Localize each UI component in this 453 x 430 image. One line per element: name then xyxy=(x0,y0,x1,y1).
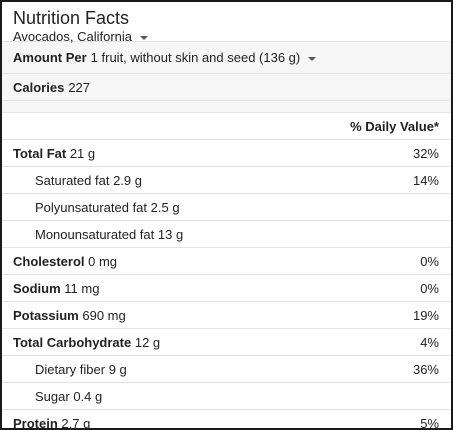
daily-value-percent: 4% xyxy=(420,334,439,350)
nutrient-name-amount: Saturated fat 2.9 g xyxy=(35,173,142,188)
nutrient-row: Total Carbohydrate 12 g 4% xyxy=(2,328,451,355)
nutrient-label: Total Carbohydrate xyxy=(13,334,132,350)
nutrient-row: Sugar 0.4 g xyxy=(2,382,451,409)
nutrient-label: Protein xyxy=(13,415,58,430)
nutrient-row: Total Fat 21 g 32% xyxy=(2,139,451,166)
daily-value-percent: 32% xyxy=(412,145,439,161)
nutrient-name-amount: Sodium 11 mg xyxy=(13,281,99,296)
daily-value-header: % Daily Value* xyxy=(2,112,451,139)
nutrient-name-amount: Potassium 690 mg xyxy=(13,308,126,323)
nutrient-amount: 21 g xyxy=(69,145,96,161)
nutrient-amount: 9 g xyxy=(108,361,127,377)
nutrient-amount: 12 g xyxy=(134,334,161,350)
nutrient-amount: 13 g xyxy=(157,226,184,242)
panel-title: Nutrition Facts xyxy=(13,8,130,28)
nutrient-label: Total Fat xyxy=(13,145,67,161)
nutrient-amount: 11 mg xyxy=(64,280,100,296)
calories-label: Calories xyxy=(13,79,65,95)
nutrient-amount: 0 mg xyxy=(88,253,118,269)
nutrient-row: Dietary fiber 9 g 36% xyxy=(2,355,451,382)
nutrient-label: Sugar xyxy=(35,388,70,404)
nutrient-amount: 2.5 g xyxy=(150,199,180,215)
nutrient-name-amount: Protein 2.7 g xyxy=(13,415,91,430)
nutrient-label: Monounsaturated fat xyxy=(35,226,155,242)
food-selector[interactable]: Avocados, California xyxy=(13,29,148,45)
serving-value: 1 fruit, without skin and seed (136 g) xyxy=(90,50,301,65)
nutrient-row: Monounsaturated fat 13 g xyxy=(2,220,451,247)
daily-value-percent: 14% xyxy=(412,172,439,188)
nutrient-name-amount: Total Carbohydrate 12 g xyxy=(13,335,160,350)
nutrient-name-amount: Dietary fiber 9 g xyxy=(35,362,127,377)
nutrient-label: Dietary fiber xyxy=(35,361,106,377)
calories-value: 227 xyxy=(68,79,91,95)
nutrient-amount: 690 mg xyxy=(82,307,126,323)
nutrient-row: Sodium 11 mg 0% xyxy=(2,274,451,301)
nutrient-name-amount: Cholesterol 0 mg xyxy=(13,254,117,269)
nutrient-name-amount: Sugar 0.4 g xyxy=(35,389,102,404)
nutrient-amount: 0.4 g xyxy=(73,388,103,404)
daily-value-percent: 36% xyxy=(412,361,439,377)
nutrient-label: Saturated fat xyxy=(35,172,110,188)
nutrient-label: Potassium xyxy=(13,307,79,323)
daily-value-percent: 5% xyxy=(420,415,439,430)
nutrient-row: Saturated fat 2.9 g 14% xyxy=(2,166,451,193)
nutrient-name-amount: Monounsaturated fat 13 g xyxy=(35,227,183,242)
nutrient-label: Polyunsaturated fat xyxy=(35,199,148,215)
daily-value-percent: 0% xyxy=(420,280,439,296)
daily-value-percent: 0% xyxy=(420,253,439,269)
chevron-down-icon xyxy=(140,36,148,40)
nutrient-label: Cholesterol xyxy=(13,253,85,269)
serving-label: Amount Per xyxy=(13,50,87,65)
food-name: Avocados, California xyxy=(13,29,132,44)
section-divider xyxy=(2,100,451,112)
chevron-down-icon xyxy=(308,56,317,61)
daily-value-percent: 19% xyxy=(412,307,439,323)
nutrient-label: Sodium xyxy=(13,280,61,296)
nutrient-row: Potassium 690 mg 19% xyxy=(2,301,451,328)
nutrition-header: Nutrition Facts Avocados, California xyxy=(2,2,451,44)
nutrient-row: Cholesterol 0 mg 0% xyxy=(2,247,451,274)
nutrient-row: Polyunsaturated fat 2.5 g xyxy=(2,193,451,220)
nutrient-name-amount: Polyunsaturated fat 2.5 g xyxy=(35,200,180,215)
nutrient-name-amount: Total Fat 21 g xyxy=(13,146,95,161)
nutrient-amount: 2.9 g xyxy=(113,172,142,188)
serving-size-selector[interactable]: Amount Per 1 fruit, without skin and see… xyxy=(2,41,451,73)
nutrient-row: Protein 2.7 g 5% xyxy=(2,409,451,430)
nutrient-amount: 2.7 g xyxy=(61,415,91,430)
nutrient-list: Total Fat 21 g 32% Saturated fat 2.9 g 14% P… xyxy=(2,139,451,430)
calories-row: Calories 227 xyxy=(2,73,451,100)
